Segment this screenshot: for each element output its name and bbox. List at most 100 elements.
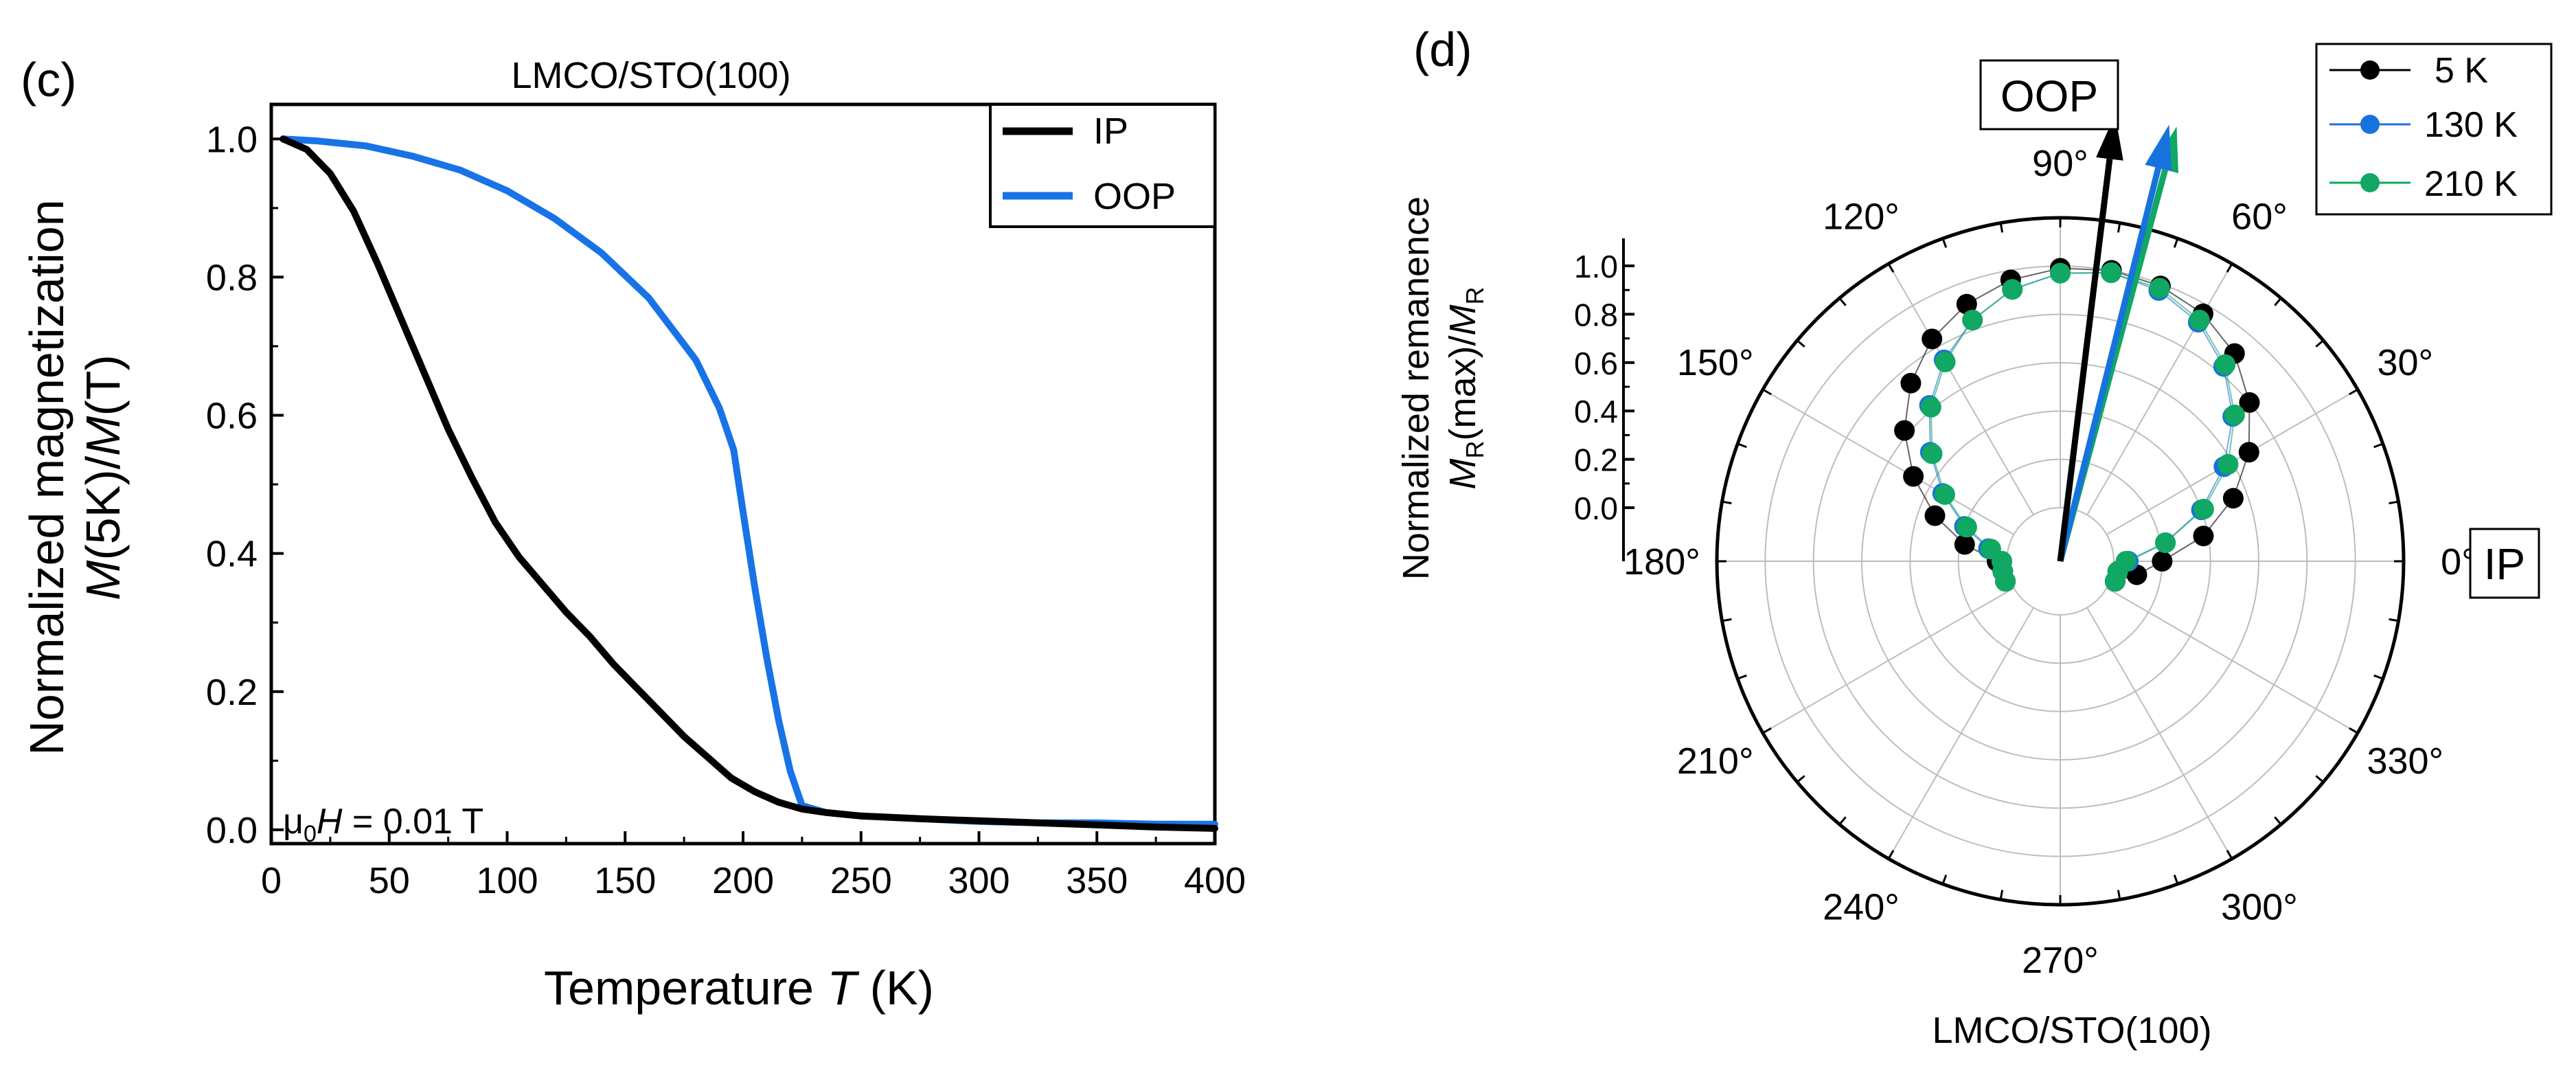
annotation-sub: 0 xyxy=(304,821,317,847)
d-y-label-line1: Normalized remanence xyxy=(1395,196,1437,580)
x-tick-label: 300 xyxy=(948,860,1010,901)
x-label-main: Temperature xyxy=(544,961,827,1015)
radial-tick-label: 0.6 xyxy=(1574,346,1618,381)
series-210k-point xyxy=(1962,309,1983,330)
d-y-label-m1sub: R xyxy=(1461,440,1489,458)
panel-c-plot: 0 50 100 150 200 250 300 350 400 0.0 0.2 0.4 0.6 0.8 1… xyxy=(206,102,1246,901)
series-210k-point xyxy=(2193,499,2214,519)
polar-angle-tick xyxy=(2373,442,2384,449)
legend-130k-label: 130 K xyxy=(2424,105,2518,145)
y-tick-label: 0.0 xyxy=(206,810,258,851)
x-tick-label: 200 xyxy=(712,860,774,901)
polar-angle-tick xyxy=(1797,339,1805,348)
x-tick-label: 350 xyxy=(1066,860,1128,901)
series-5k-point xyxy=(2193,526,2214,547)
easy-axis-arrows xyxy=(2057,114,2178,563)
series-ip-line xyxy=(280,135,1218,832)
polar-angle-tick xyxy=(1941,875,1948,885)
series-5k-point xyxy=(2222,488,2244,509)
y-tick-label: 0.4 xyxy=(206,534,258,575)
legend-5k-marker xyxy=(2360,60,2380,80)
d-y-label-m1: M xyxy=(1442,458,1483,489)
polar-angle-tick xyxy=(1737,442,1747,449)
panel-c-title: LMCO/STO(100) xyxy=(511,55,790,96)
polar-angle-tick xyxy=(1999,890,2004,900)
panel-c-y-axis-label: Normalized magnetization M(5K)/M(T) xyxy=(20,199,130,755)
y-label-end: (T) xyxy=(76,354,130,416)
polar-angle-tick xyxy=(2274,816,2282,825)
polar-angle-tick xyxy=(1762,727,1772,734)
polar-angle-tick xyxy=(1838,297,1847,306)
polar-angle-tick xyxy=(2389,500,2399,505)
angle-label-30: 30° xyxy=(2377,342,2433,383)
ip-label-box xyxy=(2469,528,2540,599)
series-210k-point xyxy=(2218,453,2239,475)
series-5k-point xyxy=(2239,392,2260,413)
polar-spoke xyxy=(2106,587,2358,734)
polar-angle-tick xyxy=(2173,875,2179,885)
radial-axis: 0.0 0.2 0.4 0.6 0.8 1.0 xyxy=(1574,238,1634,561)
d-y-label-mid: (max)/ xyxy=(1442,336,1483,441)
radial-tick-label: 1.0 xyxy=(1574,249,1618,284)
panel-d-legend-box xyxy=(2315,43,2553,216)
y-label-m2: M xyxy=(76,416,130,456)
angle-label-150: 150° xyxy=(1677,342,1754,383)
polar-series xyxy=(1894,258,2260,592)
polar-angle-tick xyxy=(1941,238,1948,248)
annotation-rest: = 0.01 T xyxy=(342,802,483,842)
panel-d-polar: 0°30°60°90°120°150°180°210°240°270°300°3… xyxy=(1574,59,2540,981)
arrow-130k-head xyxy=(2145,124,2172,172)
legend-130k-marker xyxy=(2360,115,2380,134)
series-5k-point xyxy=(2152,551,2173,572)
series-5k-point xyxy=(1894,420,1915,441)
polar-angle-tick xyxy=(2349,388,2358,396)
polar-angle-tick xyxy=(2389,618,2399,622)
series-210k-point xyxy=(2115,551,2136,572)
angle-label-210: 210° xyxy=(1677,741,1754,782)
series-210k-point xyxy=(2101,262,2122,283)
y-label-line1: Normalized magnetization xyxy=(20,199,73,755)
x-tick-label: 0 xyxy=(261,860,282,901)
angle-label-300: 300° xyxy=(2221,886,2298,927)
series-210k-point xyxy=(2155,532,2176,553)
series-5k-point xyxy=(1956,293,1977,315)
series-210k-point xyxy=(2149,278,2170,299)
x-tick-label: 50 xyxy=(369,860,410,901)
angle-label-180: 180° xyxy=(1623,541,1700,583)
angle-label-270: 270° xyxy=(2022,940,2099,981)
legend-210k-marker xyxy=(2360,173,2380,192)
panel-c-legend-box xyxy=(989,103,1216,228)
series-210k-point xyxy=(1995,571,2016,592)
polar-angle-tick xyxy=(1722,500,1732,505)
d-y-label-line2: MR(max)/MR xyxy=(1442,287,1489,490)
series-oop-line xyxy=(280,135,1218,828)
annotation-var: H xyxy=(317,802,343,842)
polar-spoke xyxy=(2086,607,2233,859)
d-y-label-m2: M xyxy=(1442,305,1483,336)
polar-angle-tick xyxy=(2315,339,2324,348)
angle-label-240: 240° xyxy=(1823,886,1900,927)
y-label-mid: (5K)/ xyxy=(76,455,130,560)
y-label-m1: M xyxy=(76,560,130,600)
d-y-label-m2sub: R xyxy=(1461,287,1489,305)
polar-angle-tick xyxy=(1737,674,1747,680)
panel-d-label: (d) xyxy=(1413,23,1472,76)
y-label-line2: M(5K)/M(T) xyxy=(76,354,130,600)
polar-angle-tick xyxy=(1887,850,1895,859)
angle-label-60: 60° xyxy=(2231,196,2288,238)
panel-d-bottom-title: LMCO/STO(100) xyxy=(1932,1010,2211,1051)
polar-angle-tick xyxy=(2349,727,2358,734)
polar-angle-tick xyxy=(2373,674,2384,680)
panel-d-y-axis-label: Normalized remanence MR(max)/MR xyxy=(1395,196,1489,580)
series-210k-point xyxy=(2224,405,2245,425)
series-210k-point xyxy=(1956,517,1977,538)
series-5k-point xyxy=(1924,505,1946,526)
x-tick-label: 400 xyxy=(1184,860,1246,901)
polar-spoke xyxy=(1762,389,2014,535)
radial-tick-label: 0.2 xyxy=(1574,442,1618,478)
ip-label: IP xyxy=(2484,539,2525,589)
radial-tick-label: 0.0 xyxy=(1574,491,1618,526)
panel-d: (d) 0°30°60°90°120°150°180°210°240°270°3… xyxy=(1395,23,2553,1051)
polar-angle-tick xyxy=(2226,850,2233,859)
panel-c-label: (c) xyxy=(21,53,77,106)
